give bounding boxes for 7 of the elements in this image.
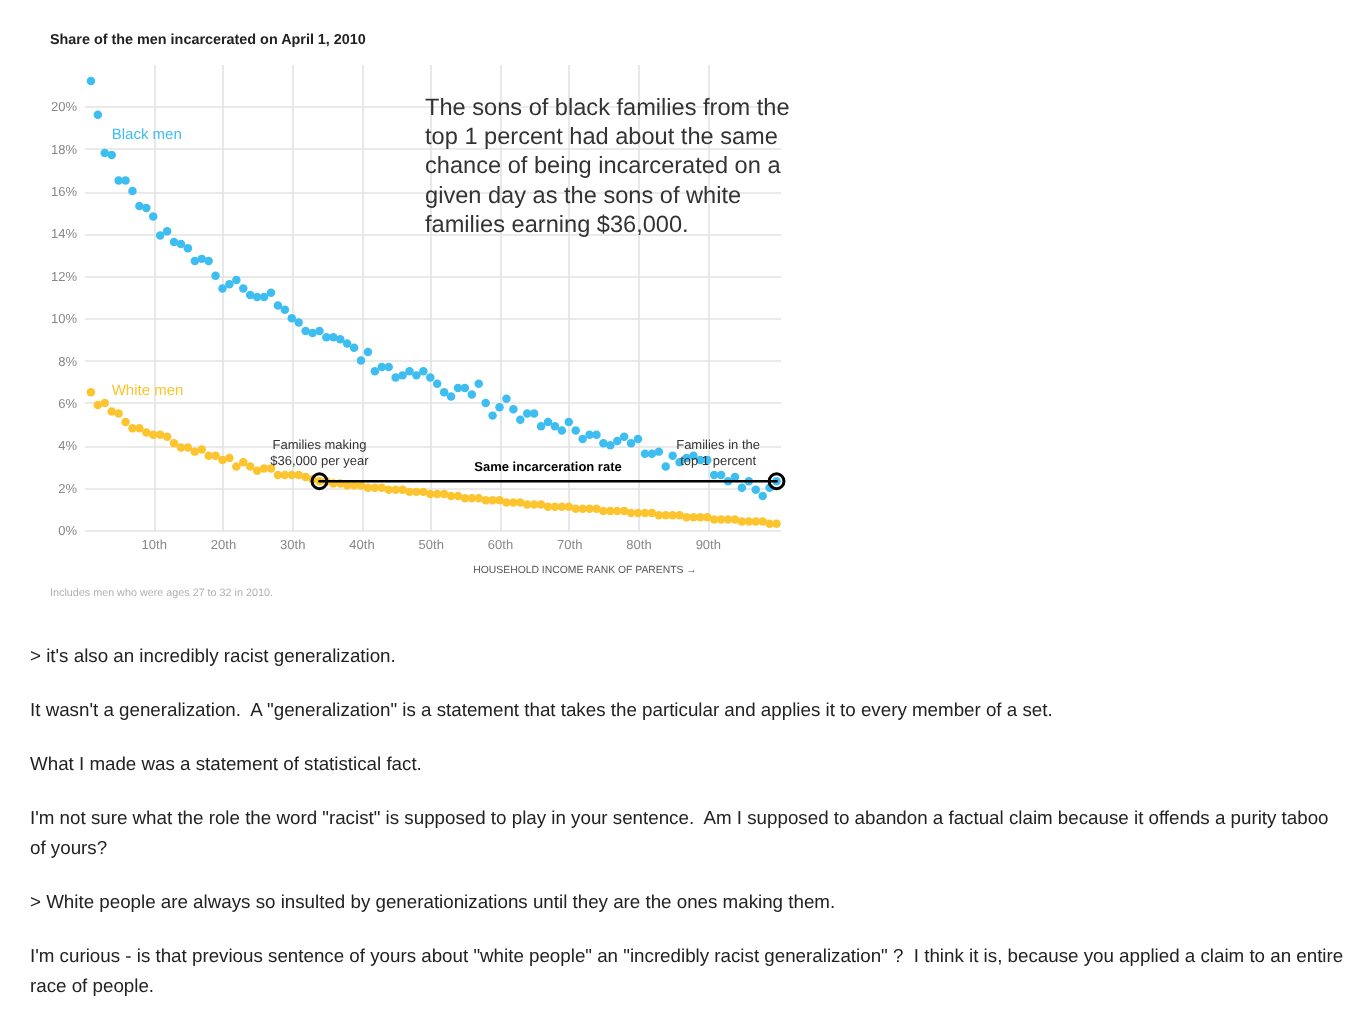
annotation: The sons of black families from the top 1 percent had about the same chance of being incarcerated on a given day as the sons of white families earning $36,000. [425,93,791,238]
text: I'm curious - is that previous sentence of yours about "white people" an "incredibly racist generalization" ? I think it is, because you applied a claim to an entire race of people. [30,942,1346,1000]
text: > White people are always so insulted by generationizations until they are the ones making them. [30,888,838,916]
text: I'm not sure what the role the word "racist" is supposed to play in your sentence. Am I supposed to abandon a factual claim because it offends a purity taboo of yours? [30,804,1331,862]
text: > it's also an incredibly racist generalization. [30,642,398,670]
text: It wasn't a generalization. A "generalization" is a statement that takes the particular and applies it to every member of a set. [30,696,1055,724]
text: What I made was a statement of statistical fact. [30,750,424,778]
